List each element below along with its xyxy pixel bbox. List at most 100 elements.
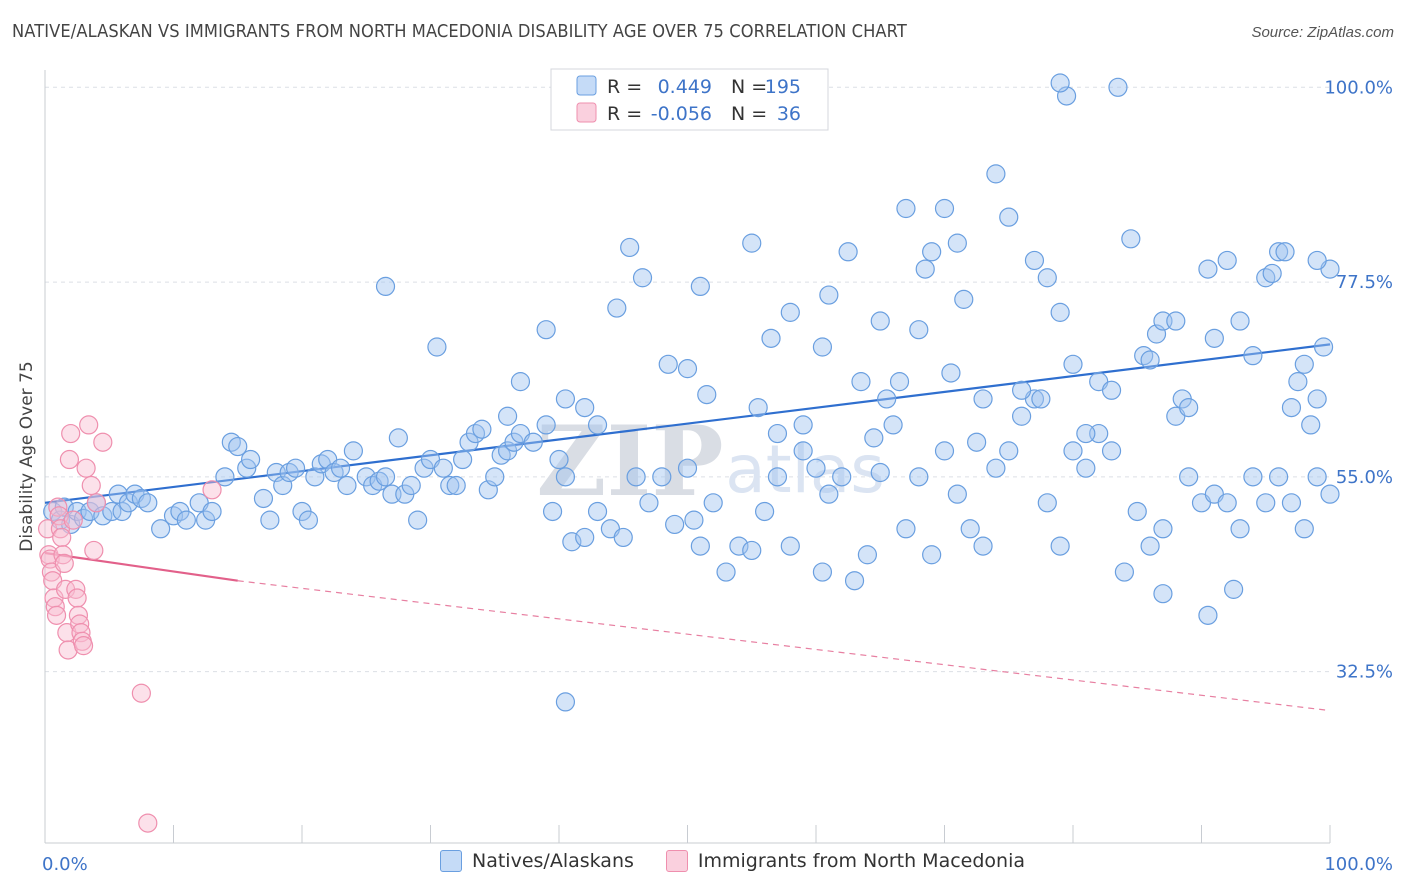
point-natives [1179, 397, 1199, 418]
axes: Disability Age Over 75 [17, 70, 1331, 844]
trend-lines [44, 343, 1331, 712]
point-natives [1307, 467, 1327, 487]
point-natives [575, 527, 595, 548]
point-natives [658, 354, 678, 374]
point-natives [1307, 250, 1327, 271]
point-natives [433, 458, 453, 478]
point-natives [697, 385, 717, 405]
point-natives [819, 484, 839, 504]
point-natives [960, 519, 980, 539]
y-tick-label: 77.5% [1336, 272, 1393, 293]
point-macedonia [73, 636, 94, 656]
point-natives [703, 493, 723, 513]
point-natives [812, 562, 833, 582]
point-natives [1101, 380, 1122, 400]
point-natives [742, 233, 762, 253]
point-natives [986, 164, 1006, 184]
point-natives [626, 467, 646, 487]
point-macedonia [93, 432, 113, 452]
point-natives [1140, 536, 1160, 556]
point-natives [215, 467, 235, 487]
point-natives [1179, 467, 1199, 487]
point-natives [1281, 493, 1302, 513]
watermark-atlas: atlas [725, 431, 885, 508]
point-natives [536, 320, 556, 340]
point-natives [1217, 250, 1237, 271]
point-macedonia [58, 640, 78, 660]
point-natives [375, 276, 396, 297]
legend-label-natives: Natives/Alaskans [472, 850, 634, 872]
tick-labels: 100.0% 77.5% 55.0% 32.5% 0.0% 100.0% [42, 77, 1393, 875]
point-natives [889, 372, 910, 392]
legend-top-n-label: N = [731, 76, 767, 98]
chart-title: NATIVE/ALASKAN VS IMMIGRANTS FROM NORTH … [12, 22, 907, 42]
point-natives [555, 467, 576, 487]
point-macedonia [138, 813, 158, 833]
point-natives [1204, 328, 1224, 348]
legend-top-n-label: N = [731, 103, 767, 125]
point-natives [748, 397, 768, 418]
gridlines [45, 86, 1330, 673]
point-natives [1101, 441, 1122, 461]
data-points [37, 73, 1340, 833]
point-natives [857, 545, 878, 565]
point-macedonia [52, 527, 72, 548]
point-natives [1230, 311, 1250, 331]
trend-line-macedonia [44, 551, 238, 582]
point-macedonia [61, 423, 81, 444]
x-tick-label-min: 0.0% [42, 854, 88, 875]
point-natives [1281, 397, 1302, 418]
legend-label-macedonia: Immigrants from North Macedonia [697, 850, 1025, 872]
point-macedonia [54, 553, 74, 574]
point-natives [1063, 441, 1083, 461]
point-natives [1166, 311, 1186, 331]
point-natives [260, 510, 280, 530]
point-natives [613, 527, 633, 548]
point-macedonia [86, 493, 107, 513]
point-natives [330, 458, 351, 478]
point-natives [401, 475, 421, 496]
point-macedonia [46, 605, 67, 625]
point-natives [510, 372, 531, 392]
point-natives [793, 441, 813, 461]
point-natives [1294, 354, 1314, 374]
legend-swatch-macedonia [665, 850, 688, 872]
x-tick-label-max: 100.0% [1324, 854, 1393, 875]
point-natives [922, 242, 942, 262]
point-natives [1076, 423, 1096, 444]
point-natives [780, 536, 800, 556]
y-tick-label: 100.0% [1324, 77, 1393, 98]
point-natives [1050, 73, 1070, 93]
point-natives [298, 510, 319, 530]
point-natives [1198, 259, 1218, 279]
point-natives [555, 692, 576, 712]
point-natives [729, 536, 749, 556]
point-natives [1024, 250, 1045, 271]
y-axis-label: Disability Age Over 75 [17, 361, 37, 551]
point-natives [870, 462, 890, 483]
point-natives [408, 510, 428, 530]
point-natives [523, 432, 543, 452]
point-natives [716, 562, 736, 582]
point-natives [684, 510, 704, 530]
point-natives [767, 467, 788, 487]
point-natives [690, 276, 710, 297]
point-natives [151, 519, 171, 539]
point-natives [844, 571, 865, 591]
legend-top-n-value: 195 [765, 76, 801, 98]
legend-top-swatch [576, 102, 597, 123]
legend-top-r-label: R = [607, 76, 642, 98]
point-macedonia [202, 480, 222, 500]
legend-top-r-value: -0.056 [651, 103, 712, 125]
point-natives [253, 488, 274, 509]
point-natives [1301, 415, 1321, 435]
point-natives [1243, 346, 1263, 366]
point-natives [138, 493, 158, 513]
point-natives [285, 458, 306, 478]
point-natives [947, 233, 967, 253]
point-natives [1037, 493, 1057, 513]
legend-item-natives: Natives/Alaskans [440, 850, 634, 872]
point-natives [1256, 493, 1276, 513]
point-natives [1121, 229, 1141, 249]
legend-top-box [550, 68, 829, 131]
